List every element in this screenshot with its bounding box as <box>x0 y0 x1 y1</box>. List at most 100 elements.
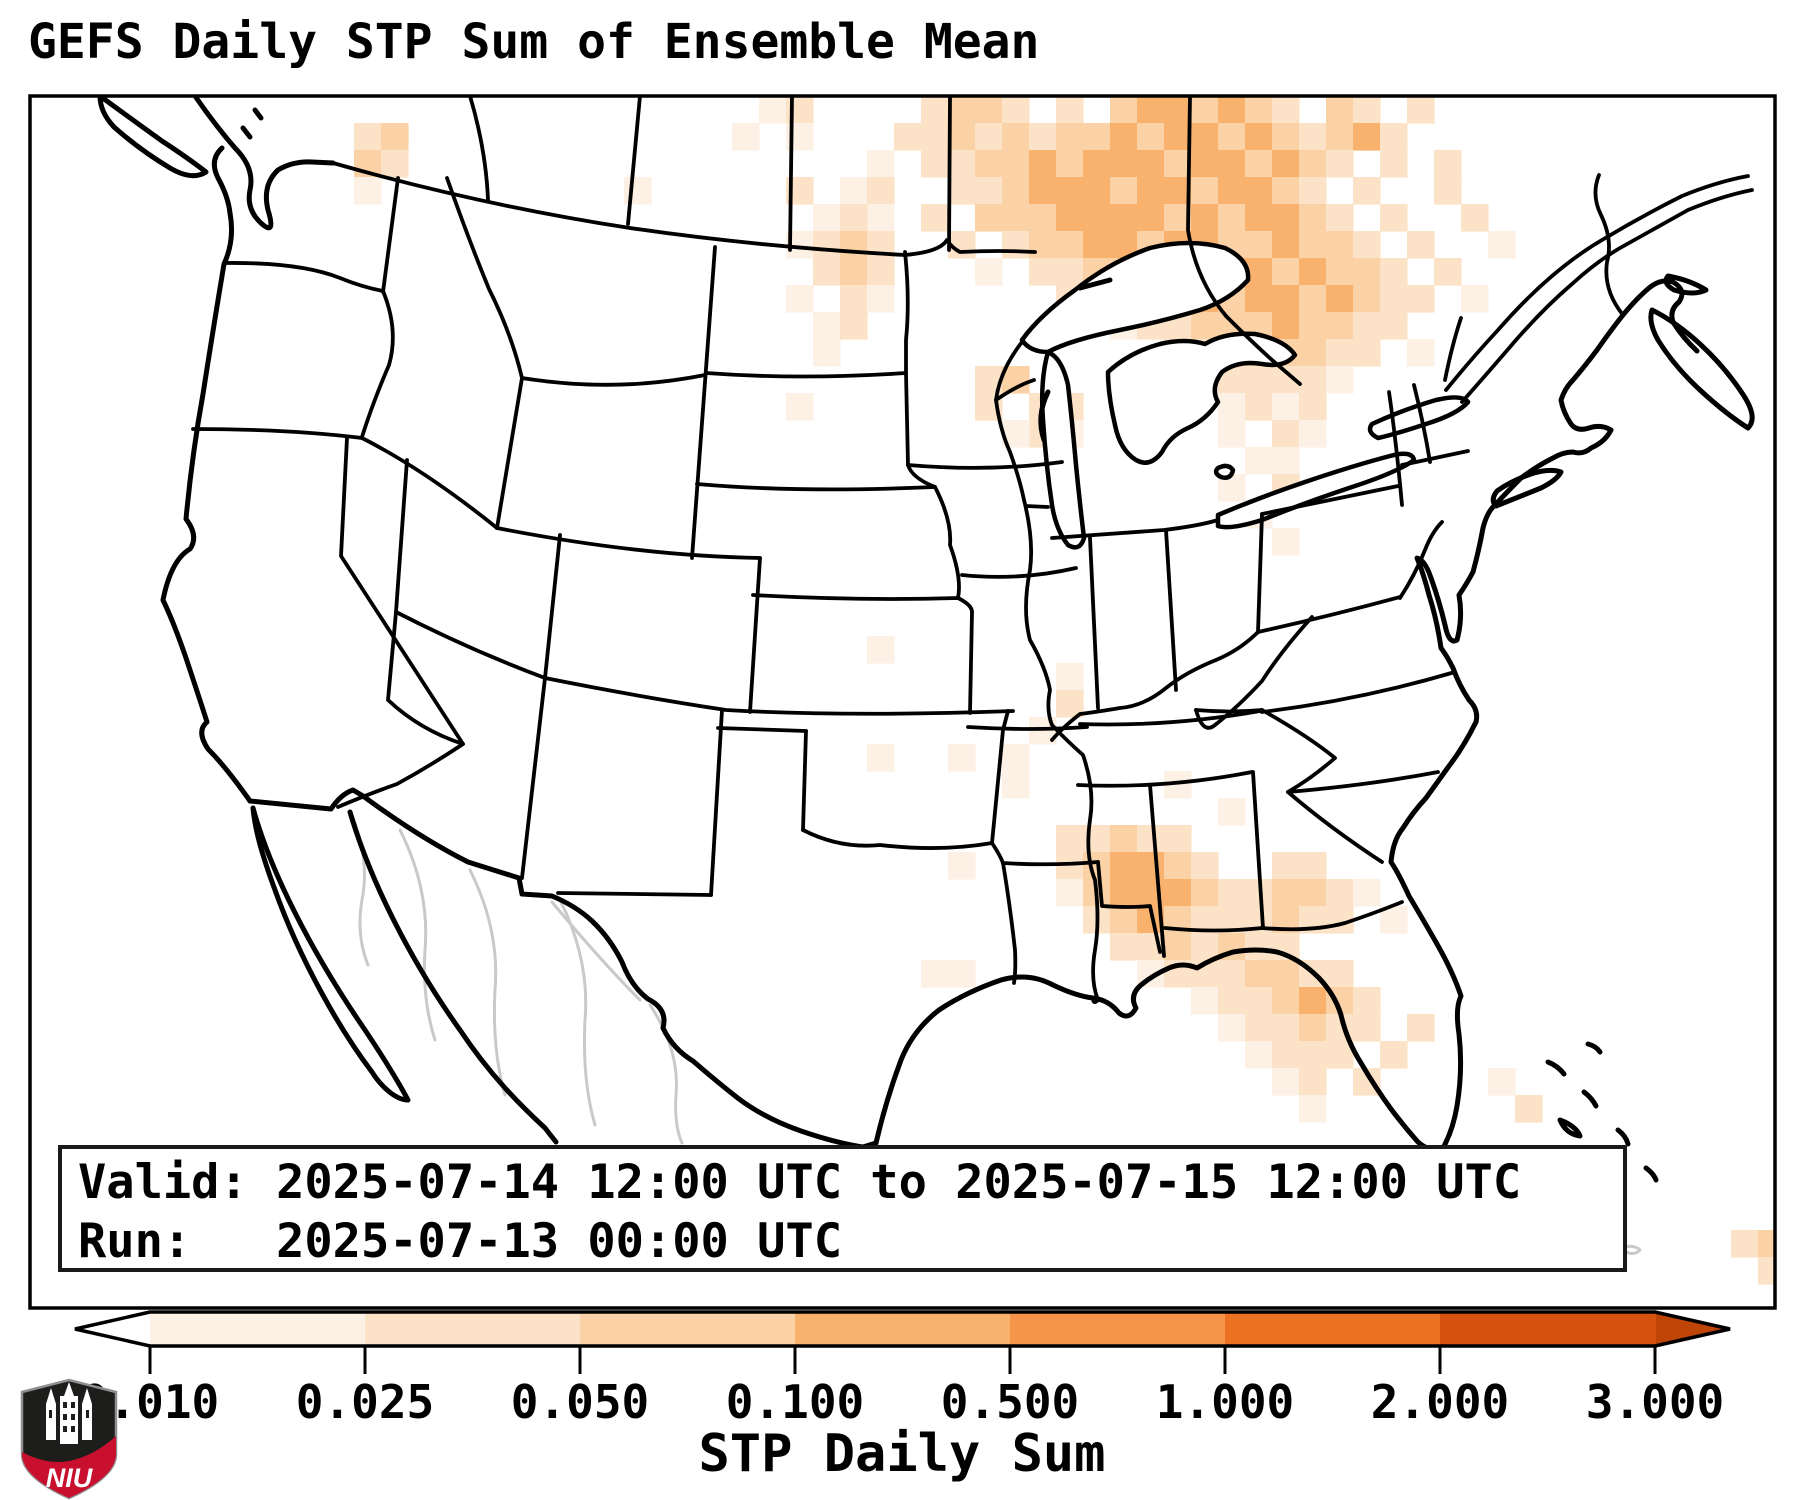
heat-cell <box>1272 1014 1300 1042</box>
heat-cell <box>1056 177 1084 205</box>
heat-cell <box>1218 204 1246 232</box>
heat-cell <box>1299 366 1327 394</box>
heat-cell <box>1272 123 1300 151</box>
heat-cell <box>1515 1095 1543 1123</box>
heat-cell <box>1164 852 1192 880</box>
heat-cell <box>975 177 1003 205</box>
heat-cell <box>1299 1041 1327 1069</box>
heat-cell <box>813 204 841 232</box>
heat-cell <box>1299 150 1327 178</box>
heat-cell <box>1218 987 1246 1015</box>
colorbar-tick-label: 0.500 <box>941 1375 1079 1429</box>
heat-cell <box>948 177 976 205</box>
colorbar-segment <box>1010 1312 1226 1346</box>
heat-cell <box>1326 339 1354 367</box>
heat-cell <box>1407 231 1435 259</box>
heat-cell <box>1272 1041 1300 1069</box>
heat-cell <box>1110 150 1138 178</box>
colorbar-segments <box>74 1310 1731 1348</box>
heat-cell <box>1110 906 1138 934</box>
heat-cell <box>1245 231 1273 259</box>
heat-cell <box>1272 204 1300 232</box>
heat-cell <box>948 744 976 772</box>
heat-cell <box>1191 312 1219 340</box>
heat-cell <box>1137 177 1165 205</box>
heat-cell <box>1272 393 1300 421</box>
niu-red-band <box>22 1436 116 1498</box>
heat-cell <box>1002 744 1030 772</box>
heat-cell <box>759 96 787 124</box>
heat-cell <box>1056 231 1084 259</box>
heat-cell <box>1434 258 1462 286</box>
heat-cell <box>1164 96 1192 124</box>
heat-cell <box>921 960 949 988</box>
heat-cell <box>1299 231 1327 259</box>
heat-cell <box>1326 150 1354 178</box>
heat-cell <box>1110 204 1138 232</box>
heat-cell <box>1002 771 1030 799</box>
heat-cell <box>1245 150 1273 178</box>
great-lakes <box>1019 240 1471 550</box>
heat-cell <box>1218 1014 1246 1042</box>
heat-cell <box>1218 177 1246 205</box>
niu-logo-text: NIU <box>46 1463 94 1493</box>
heat-cell <box>1326 960 1354 988</box>
heat-cell <box>1488 231 1516 259</box>
niu-castle-windows <box>49 1402 89 1432</box>
heat-cell <box>1299 285 1327 313</box>
niu-logo: NIU <box>20 1378 118 1500</box>
heat-cell <box>1245 1041 1273 1069</box>
heat-cell <box>1380 1041 1408 1069</box>
heat-cell <box>1164 879 1192 907</box>
heat-cell <box>1299 987 1327 1015</box>
heat-cell <box>1191 879 1219 907</box>
heat-cell <box>1326 366 1354 394</box>
heat-cell <box>381 150 409 178</box>
heat-cell <box>1218 879 1246 907</box>
heat-cell <box>1272 258 1300 286</box>
heat-cell <box>1299 420 1327 448</box>
heat-cell <box>1380 204 1408 232</box>
heat-cell <box>1002 231 1030 259</box>
heat-cell <box>1272 1068 1300 1096</box>
colorbar-tick-label: 3.000 <box>1586 1375 1724 1429</box>
heat-cell <box>1191 123 1219 151</box>
heat-cell <box>1461 204 1489 232</box>
heat-cell <box>921 96 949 124</box>
heat-cell <box>1110 123 1138 151</box>
heat-cell <box>948 96 976 124</box>
heat-cell <box>1083 150 1111 178</box>
heat-cell <box>867 177 895 205</box>
heat-cell <box>1245 960 1273 988</box>
heat-cell <box>1407 285 1435 313</box>
heat-cell <box>1299 879 1327 907</box>
heat-cell <box>1353 258 1381 286</box>
heat-cell <box>975 123 1003 151</box>
heat-cell <box>1434 177 1462 205</box>
heat-cell <box>786 285 814 313</box>
heat-cell <box>813 312 841 340</box>
heat-cell <box>975 96 1003 124</box>
heat-cell <box>1110 177 1138 205</box>
heat-cell <box>1029 204 1057 232</box>
heat-cell <box>975 258 1003 286</box>
heat-cell <box>1245 987 1273 1015</box>
colorbar-tick-label: 1.000 <box>1156 1375 1294 1429</box>
heat-cell <box>840 258 868 286</box>
heat-cell <box>1218 798 1246 826</box>
figure-title: GEFS Daily STP Sum of Ensemble Mean <box>28 14 1040 70</box>
heat-cell <box>1326 96 1354 124</box>
heat-cell <box>1299 1068 1327 1096</box>
heat-cell <box>948 150 976 178</box>
map-frame <box>28 94 1777 1310</box>
heat-cell <box>1056 96 1084 124</box>
heat-cell <box>921 150 949 178</box>
heat-cell <box>948 123 976 151</box>
heat-cell <box>1218 420 1246 448</box>
heat-cell <box>867 204 895 232</box>
heat-cell <box>1137 123 1165 151</box>
heat-cell <box>1083 177 1111 205</box>
colorbar-segment <box>795 1312 1011 1346</box>
heat-cell <box>1245 1014 1273 1042</box>
heat-cell <box>867 258 895 286</box>
